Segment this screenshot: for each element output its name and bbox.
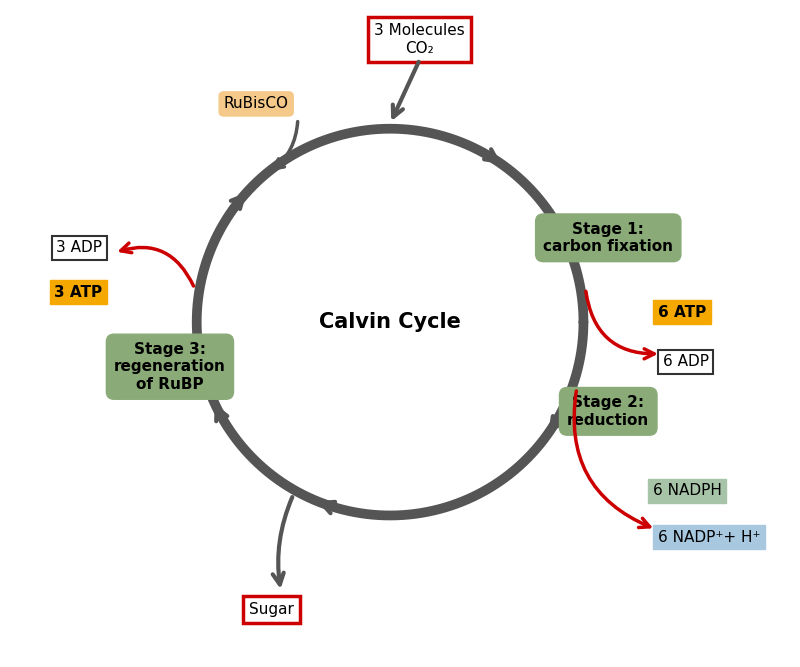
- Text: 6 NADP⁺+ H⁺: 6 NADP⁺+ H⁺: [658, 530, 760, 545]
- Text: Stage 3:
regeneration
of RuBP: Stage 3: regeneration of RuBP: [114, 342, 226, 392]
- Text: 6 ATP: 6 ATP: [658, 305, 706, 319]
- Text: Stage 2:
reduction: Stage 2: reduction: [567, 395, 650, 428]
- Text: 6 ADP: 6 ADP: [662, 354, 709, 370]
- Text: 3 ADP: 3 ADP: [57, 240, 102, 255]
- Text: Sugar: Sugar: [249, 602, 294, 617]
- Text: 3 Molecules
CO₂: 3 Molecules CO₂: [374, 23, 466, 55]
- Text: 6 NADPH: 6 NADPH: [653, 483, 722, 498]
- Text: RuBisCO: RuBisCO: [224, 97, 289, 111]
- Text: Stage 1:
carbon fixation: Stage 1: carbon fixation: [543, 221, 674, 254]
- Text: 3 ATP: 3 ATP: [54, 285, 102, 300]
- Text: Calvin Cycle: Calvin Cycle: [319, 312, 461, 332]
